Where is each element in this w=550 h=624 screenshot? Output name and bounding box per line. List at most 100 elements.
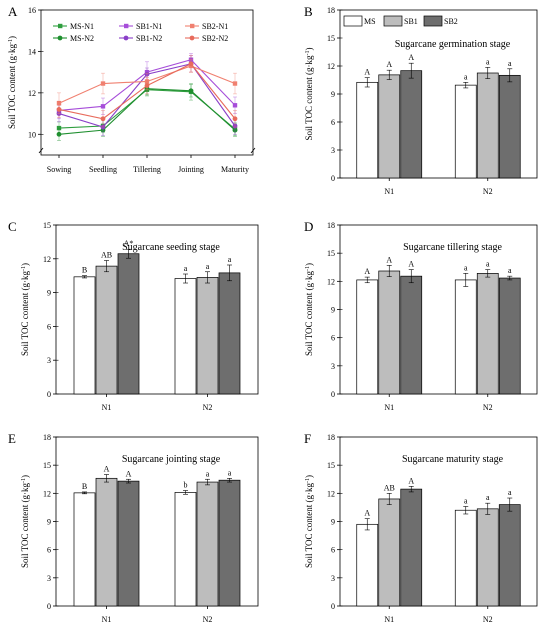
significance-label: A (386, 255, 392, 264)
panel-letter: A (8, 4, 18, 19)
y-tick-label: 9 (47, 289, 51, 298)
bar (95, 265, 118, 395)
y-tick-label: 6 (331, 118, 335, 127)
bar (73, 276, 96, 395)
significance-label: AB (384, 483, 395, 492)
y-tick-label: 9 (331, 518, 335, 527)
significance-label: a (464, 496, 468, 505)
y-tick-label: 18 (327, 433, 335, 442)
y-tick-label: 9 (331, 90, 335, 99)
y-tick-label: 12 (43, 489, 51, 498)
bar (400, 70, 423, 179)
bar (196, 481, 219, 607)
y-tick-label: 18 (327, 6, 335, 15)
significance-label: A (104, 465, 110, 474)
y-tick-label: 0 (47, 602, 51, 611)
stage-title: Sugarcane seeding stage (122, 242, 220, 253)
legend-marker (58, 23, 63, 29)
x-tick-label: N2 (203, 403, 213, 412)
x-tick-label: Maturity (221, 165, 249, 174)
stage-title: Sugarcane jointing stage (122, 454, 221, 465)
y-axis-label: Soil TOC content (g·kg-1) (7, 36, 17, 129)
data-point (56, 131, 62, 137)
stage-title: Sugarcane maturity stage (402, 454, 504, 465)
x-tick-label: N1 (384, 187, 394, 196)
legend-swatch (383, 15, 403, 27)
y-tick-label: 0 (331, 390, 335, 399)
y-tick-label: 6 (331, 546, 335, 555)
bar (174, 278, 197, 395)
y-tick-label: 16 (28, 6, 36, 15)
legend: MS SB1 SB2 (343, 15, 458, 27)
legend-marker (190, 23, 195, 29)
x-tick-label: N2 (483, 187, 493, 196)
legend-label: SB2 (444, 17, 458, 26)
significance-label: A (126, 469, 132, 478)
x-tick-label: Sowing (47, 165, 71, 174)
y-tick-label: 3 (47, 574, 51, 583)
legend: MS-N1 SB1-N1 SB2-N1 MS-N2 SB1-N2 SB2-N2 (53, 22, 228, 43)
y-tick-label: 15 (327, 34, 335, 43)
legend-marker (123, 35, 129, 41)
legend-marker (124, 23, 129, 29)
legend-label: SB1 (404, 17, 418, 26)
x-tick-label: N2 (203, 615, 213, 624)
significance-label: a (464, 263, 468, 272)
significance-label: A (408, 260, 414, 269)
legend-swatch (343, 15, 363, 27)
y-tick-label: 12 (327, 277, 335, 286)
bar (498, 74, 521, 179)
significance-label: A (408, 476, 414, 485)
legend-label: SB1-N2 (136, 34, 162, 43)
bar (476, 508, 499, 607)
legend-marker (57, 35, 63, 41)
significance-label: A (364, 68, 370, 77)
stage-title: Sugarcane tillering stage (403, 242, 502, 253)
panel-letter: C (8, 219, 17, 234)
stage-title: Sugarcane germination stage (395, 39, 511, 50)
y-axis-label: Soil TOC content (g·kg-1) (20, 475, 30, 568)
significance-label: A (364, 267, 370, 276)
panel-f: F 0 3 6 9 12 15 18 Soil TOC content (g·kg-1) N1 A A… (304, 431, 538, 624)
plot-frame (55, 224, 259, 395)
legend-marker (189, 35, 195, 41)
panel-c: C 0 3 6 9 12 15 Soil TOC content (g·kg-1) N1 B AB A… (8, 219, 259, 412)
legend-swatch (423, 15, 443, 27)
y-tick-label: 12 (327, 62, 335, 71)
y-axis-label: Soil TOC content (g·kg-1) (304, 263, 314, 356)
y-tick-label: 15 (327, 461, 335, 470)
axis-break-mark (38, 147, 44, 154)
significance-label: a (508, 266, 512, 275)
x-tick-label: N2 (483, 615, 493, 624)
bar (476, 273, 499, 395)
y-tick-label: 18 (43, 433, 51, 442)
significance-label: B (82, 482, 87, 491)
significance-label: a (206, 469, 210, 478)
bar (454, 279, 477, 395)
significance-label: A (364, 509, 370, 518)
legend-label: SB2-N2 (202, 34, 228, 43)
data-point (100, 81, 106, 86)
bar (378, 498, 401, 607)
y-tick-label: 0 (331, 174, 335, 183)
bar (356, 81, 379, 179)
y-tick-label: 6 (331, 334, 335, 343)
bar (174, 492, 197, 607)
data-point (232, 116, 238, 122)
y-axis-label: Soil TOC content (g·kg-1) (20, 263, 30, 356)
panel-b: B 0 3 6 9 12 15 18 Soil TOC content (g·kg-1) N1 A A… (304, 4, 538, 196)
x-tick-label: N2 (483, 403, 493, 412)
significance-label: B (82, 266, 87, 275)
y-tick-label: 12 (43, 255, 51, 264)
bar (196, 277, 219, 395)
significance-label: a (228, 468, 232, 477)
significance-label: a (184, 264, 188, 273)
bar (356, 279, 379, 395)
significance-label: a (508, 59, 512, 68)
legend-label: MS (364, 17, 376, 26)
bar (400, 275, 423, 395)
panel-letter: E (8, 431, 16, 446)
y-tick-label: 12 (28, 89, 36, 98)
bar (218, 479, 241, 607)
y-tick-label: 3 (331, 574, 335, 583)
